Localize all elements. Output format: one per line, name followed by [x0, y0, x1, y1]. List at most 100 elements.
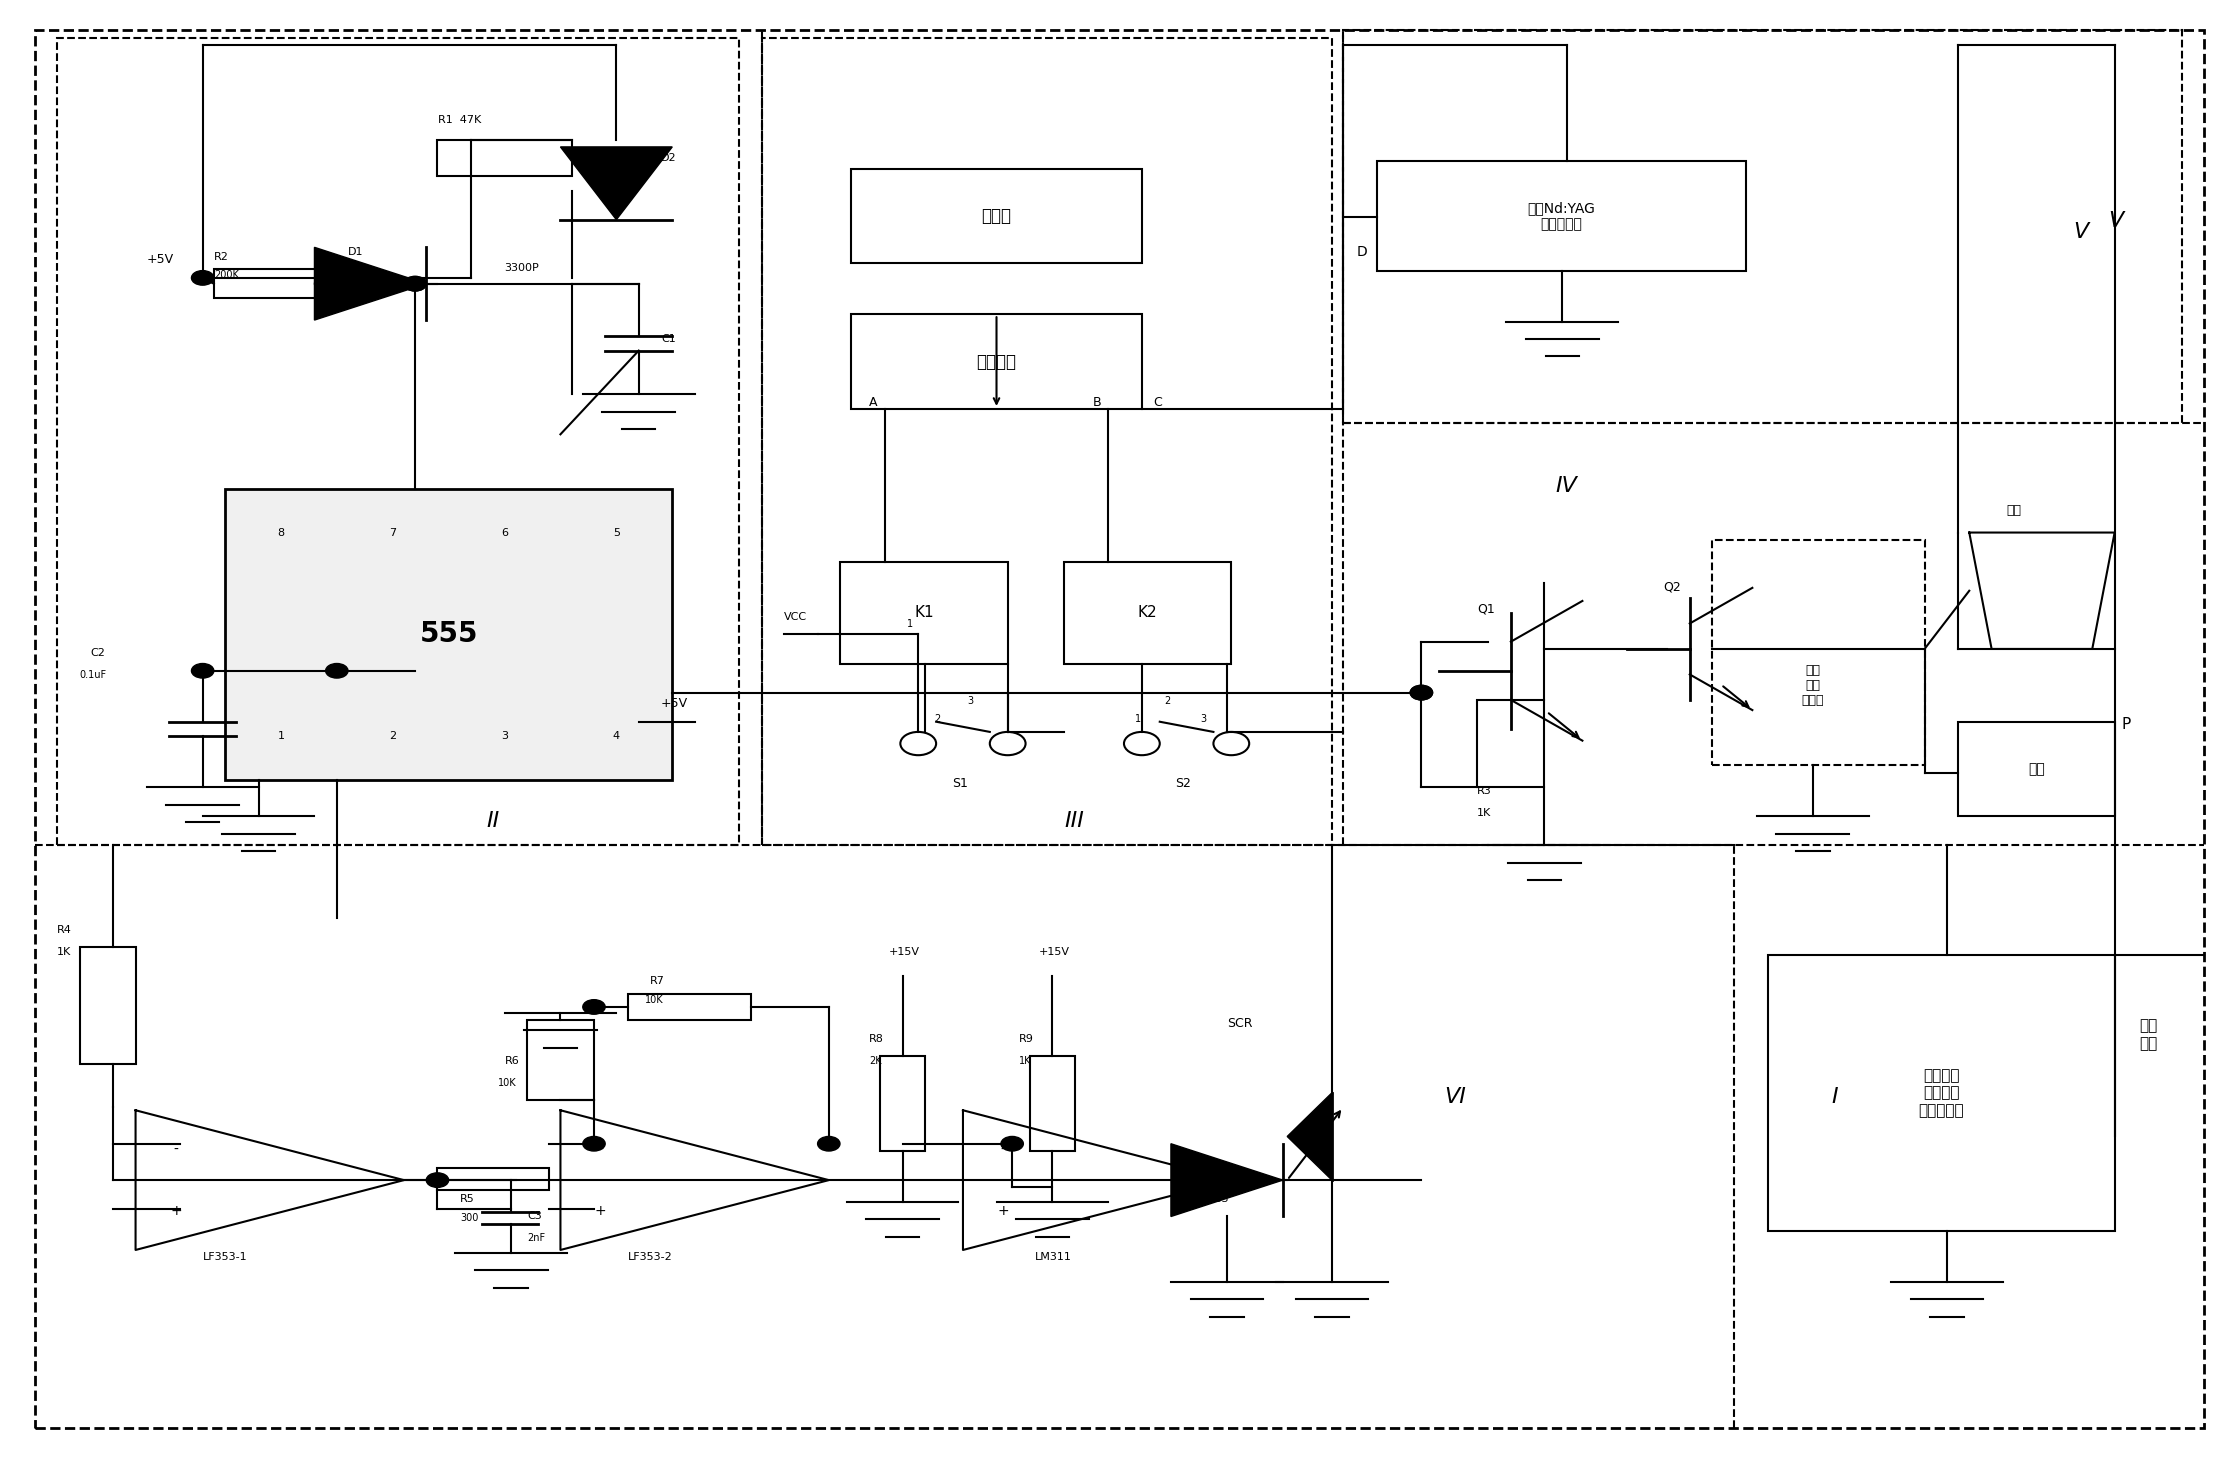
Bar	[1064, 561, 1231, 663]
Text: 3300P: 3300P	[504, 262, 540, 273]
Text: 10K: 10K	[497, 1077, 517, 1088]
Text: C3: C3	[526, 1212, 542, 1222]
Text: LM311: LM311	[1034, 1252, 1072, 1263]
Text: I: I	[1832, 1088, 1838, 1108]
Bar	[851, 169, 1142, 264]
Text: 1K: 1K	[1478, 808, 1491, 818]
Text: S2: S2	[1175, 777, 1191, 790]
Text: +5V: +5V	[661, 697, 687, 710]
Bar	[1377, 162, 1746, 271]
Circle shape	[193, 271, 215, 286]
Circle shape	[1411, 685, 1433, 700]
Text: K2: K2	[1137, 605, 1158, 620]
Circle shape	[1001, 1136, 1023, 1150]
Text: 10K: 10K	[645, 994, 665, 1005]
Text: R1  47K: R1 47K	[439, 115, 481, 125]
Polygon shape	[313, 248, 425, 321]
Text: 工件: 工件	[2029, 763, 2044, 776]
Text: II: II	[486, 811, 499, 831]
Circle shape	[817, 1136, 840, 1150]
Bar	[81, 948, 137, 1064]
Text: 1: 1	[278, 732, 284, 741]
Circle shape	[313, 277, 336, 292]
Bar	[437, 140, 571, 176]
Bar	[840, 561, 1008, 663]
Text: D3: D3	[1214, 1194, 1229, 1204]
Bar	[1478, 700, 1545, 787]
Polygon shape	[560, 1111, 828, 1250]
Bar	[761, 38, 1332, 846]
Text: 555: 555	[419, 621, 477, 649]
Text: 8: 8	[278, 528, 284, 538]
Bar	[224, 488, 672, 780]
Text: D1: D1	[347, 246, 363, 257]
Text: B: B	[1093, 397, 1102, 408]
Text: +: +	[170, 1204, 181, 1217]
Text: V: V	[2073, 222, 2089, 242]
Text: V: V	[2107, 211, 2123, 230]
Text: 4: 4	[613, 732, 620, 741]
Text: R6: R6	[504, 1056, 519, 1066]
Text: 计算机: 计算机	[981, 207, 1012, 225]
Bar	[58, 38, 739, 846]
Text: 2: 2	[390, 732, 396, 741]
Text: LF353-1: LF353-1	[204, 1252, 246, 1263]
Text: R3: R3	[1478, 786, 1491, 796]
Text: +15V: +15V	[889, 946, 920, 956]
Text: 2: 2	[934, 714, 940, 723]
Text: 1: 1	[907, 620, 914, 630]
Text: 2: 2	[1164, 697, 1171, 706]
Text: P: P	[2120, 717, 2132, 732]
Text: 3: 3	[502, 732, 508, 741]
Circle shape	[582, 1000, 605, 1015]
Text: K1: K1	[914, 605, 934, 620]
Text: 1K: 1K	[1019, 1056, 1032, 1066]
Text: 霍尔
电流
传感器: 霍尔 电流 传感器	[1802, 663, 1825, 707]
Text: +15V: +15V	[1039, 946, 1070, 956]
Bar	[627, 994, 750, 1021]
Text: R4: R4	[58, 924, 72, 935]
Bar	[526, 1021, 593, 1101]
Bar	[1959, 722, 2114, 816]
Polygon shape	[1171, 1143, 1283, 1216]
Text: Q1: Q1	[1478, 602, 1496, 615]
Bar	[880, 1057, 925, 1150]
Text: D2: D2	[661, 153, 676, 163]
Text: -: -	[1001, 1143, 1005, 1156]
Text: IV: IV	[1556, 477, 1578, 496]
Text: C2: C2	[92, 649, 105, 658]
Text: D: D	[1357, 245, 1368, 260]
Text: 300: 300	[459, 1213, 479, 1223]
Bar	[1343, 31, 2181, 423]
Text: 脉冲Nd:YAG
激光器电源: 脉冲Nd:YAG 激光器电源	[1527, 201, 1594, 232]
Text: 7: 7	[390, 528, 396, 538]
Bar	[1713, 539, 1926, 765]
Polygon shape	[137, 1111, 403, 1250]
Text: III: III	[1066, 811, 1084, 831]
Text: 0.1uF: 0.1uF	[81, 671, 107, 679]
Text: C: C	[1153, 397, 1162, 408]
Text: R2: R2	[215, 252, 228, 262]
Text: 3: 3	[967, 697, 974, 706]
Circle shape	[1411, 685, 1433, 700]
Circle shape	[193, 663, 215, 678]
Text: 直流
电压: 直流 电压	[2138, 1018, 2158, 1051]
Text: VCC: VCC	[784, 612, 808, 623]
Polygon shape	[560, 147, 672, 220]
Bar	[1030, 1057, 1075, 1150]
Text: +: +	[596, 1204, 607, 1217]
Text: Q2: Q2	[1664, 580, 1681, 593]
Text: +5V: +5V	[148, 254, 175, 267]
Text: VI: VI	[1444, 1088, 1467, 1108]
Circle shape	[403, 277, 425, 292]
Circle shape	[425, 1172, 448, 1187]
Circle shape	[325, 663, 347, 678]
Text: -: -	[172, 1143, 179, 1156]
Text: 3: 3	[1200, 714, 1207, 723]
Polygon shape	[963, 1111, 1231, 1250]
Text: 喷嘴: 喷嘴	[2006, 503, 2022, 516]
Text: R8: R8	[869, 1034, 884, 1044]
Text: 2nF: 2nF	[526, 1233, 544, 1244]
Text: 5: 5	[613, 528, 620, 538]
Text: 1: 1	[1135, 714, 1142, 723]
